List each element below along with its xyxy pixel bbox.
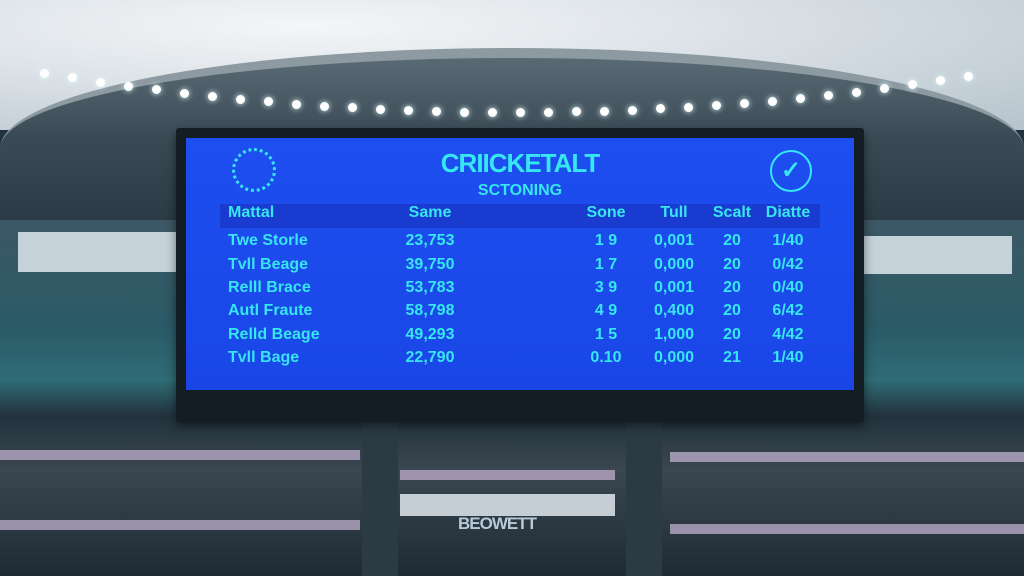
floodlights xyxy=(0,0,1024,130)
floodlight xyxy=(264,97,273,107)
stand-window xyxy=(18,232,178,272)
balcony-rail xyxy=(400,470,615,480)
cell-tull: 0,000 xyxy=(653,349,695,366)
cell-diatte: 6/42 xyxy=(772,302,804,319)
cell-name: Autl Fraute xyxy=(228,302,313,319)
floodlight xyxy=(740,98,749,108)
cell-scalt: 20 xyxy=(723,326,741,343)
floodlight xyxy=(404,105,413,115)
pillar xyxy=(362,420,398,576)
column-header-tull: Tull xyxy=(660,204,688,221)
floodlight xyxy=(208,91,217,101)
floodlight xyxy=(292,99,301,109)
floodlight xyxy=(488,107,497,117)
cell-name: Relld Beage xyxy=(228,326,320,343)
cell-tull: 0,001 xyxy=(653,279,695,296)
column-header-scalt: Scalt xyxy=(712,204,752,221)
balcony-rail xyxy=(670,524,1024,534)
cell-diatte: 0/42 xyxy=(772,256,804,273)
cell-sone: 4 9 xyxy=(594,302,618,319)
balcony-rail xyxy=(0,520,360,530)
column-header-sone: Sone xyxy=(586,204,626,221)
column-header-name: Mattal xyxy=(228,204,275,221)
cell-name: Tvll Bage xyxy=(228,349,300,366)
floodlight xyxy=(376,104,385,114)
cell-scalt: 20 xyxy=(723,232,741,249)
cell-sone: 1 7 xyxy=(594,256,618,273)
header-bar xyxy=(220,204,820,228)
scoreboard-subtitle: SCTONING xyxy=(477,182,563,199)
stadium-sign: BEOWETT xyxy=(458,514,537,533)
floodlight xyxy=(628,105,637,115)
floodlight xyxy=(824,90,833,100)
floodlight xyxy=(712,100,721,110)
floodlight xyxy=(96,77,105,87)
floodlight xyxy=(348,103,357,113)
cell-sone: 3 9 xyxy=(594,279,618,296)
cell-same: 39,750 xyxy=(405,256,455,273)
cell-same: 22,790 xyxy=(405,349,455,366)
floodlight xyxy=(68,73,77,83)
balcony-rail xyxy=(670,452,1024,462)
floodlight xyxy=(852,87,861,97)
cell-tull: 1,000 xyxy=(653,326,695,343)
floodlight xyxy=(768,96,777,106)
floodlight xyxy=(908,80,917,90)
cell-scalt: 20 xyxy=(723,302,741,319)
check-badge-icon: ✓ xyxy=(770,150,812,192)
cell-diatte: 4/42 xyxy=(772,326,804,343)
cell-name: Twe Storle xyxy=(228,232,308,249)
floodlight xyxy=(180,88,189,98)
cell-scalt: 20 xyxy=(723,279,741,296)
cell-diatte: 1/40 xyxy=(772,349,804,366)
floodlight xyxy=(40,68,49,78)
dotted-circle-icon xyxy=(232,148,276,192)
cell-scalt: 21 xyxy=(723,349,741,366)
floodlight xyxy=(544,107,553,117)
balcony-rail xyxy=(0,450,360,460)
cell-name: Tvll Beage xyxy=(228,256,309,273)
cell-scalt: 20 xyxy=(723,256,741,273)
scoreboard-screen: ✓ CRIICKETALT SCTONING Mattal Same Sone Tul… xyxy=(186,138,854,390)
cell-sone: 0.10 xyxy=(590,349,622,366)
floodlight xyxy=(572,107,581,117)
floodlight xyxy=(656,104,665,114)
column-header-diatte: Diatte xyxy=(765,204,811,221)
stand-window xyxy=(400,494,615,516)
cell-diatte: 1/40 xyxy=(772,232,804,249)
scoreboard-title: CRIICKETALT xyxy=(440,148,600,178)
cell-tull: 0,400 xyxy=(653,302,695,319)
pillar xyxy=(626,420,662,576)
cell-tull: 0,000 xyxy=(653,256,695,273)
floodlight xyxy=(964,72,973,82)
cell-sone: 1 5 xyxy=(594,326,618,343)
floodlight xyxy=(124,81,133,91)
floodlight xyxy=(684,102,693,112)
cell-same: 53,783 xyxy=(405,279,455,296)
cell-tull: 0,001 xyxy=(653,232,695,249)
floodlight xyxy=(936,76,945,86)
cell-same: 23,753 xyxy=(405,232,455,249)
cell-same: 58,798 xyxy=(405,302,455,319)
floodlight xyxy=(516,107,525,117)
stand-window xyxy=(862,236,1012,274)
cell-name: Relll Brace xyxy=(228,279,311,296)
floodlight xyxy=(460,107,469,117)
floodlight xyxy=(432,106,441,116)
column-header-same: Same xyxy=(408,204,452,221)
cell-diatte: 0/40 xyxy=(772,279,804,296)
floodlight xyxy=(880,84,889,94)
floodlight xyxy=(236,94,245,104)
floodlight xyxy=(600,106,609,116)
floodlight xyxy=(152,85,161,95)
cell-same: 49,293 xyxy=(405,326,455,343)
floodlight xyxy=(796,93,805,103)
floodlight xyxy=(320,101,329,111)
cell-sone: 1 9 xyxy=(594,232,618,249)
